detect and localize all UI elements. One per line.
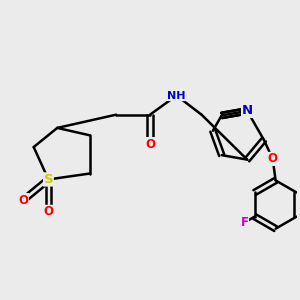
Text: S: S bbox=[44, 173, 53, 186]
Text: NH: NH bbox=[167, 91, 186, 100]
Text: N: N bbox=[242, 104, 253, 117]
Text: F: F bbox=[241, 216, 248, 229]
Text: O: O bbox=[44, 205, 53, 218]
Text: O: O bbox=[18, 194, 28, 207]
Text: O: O bbox=[145, 138, 155, 151]
Text: O: O bbox=[268, 152, 278, 165]
